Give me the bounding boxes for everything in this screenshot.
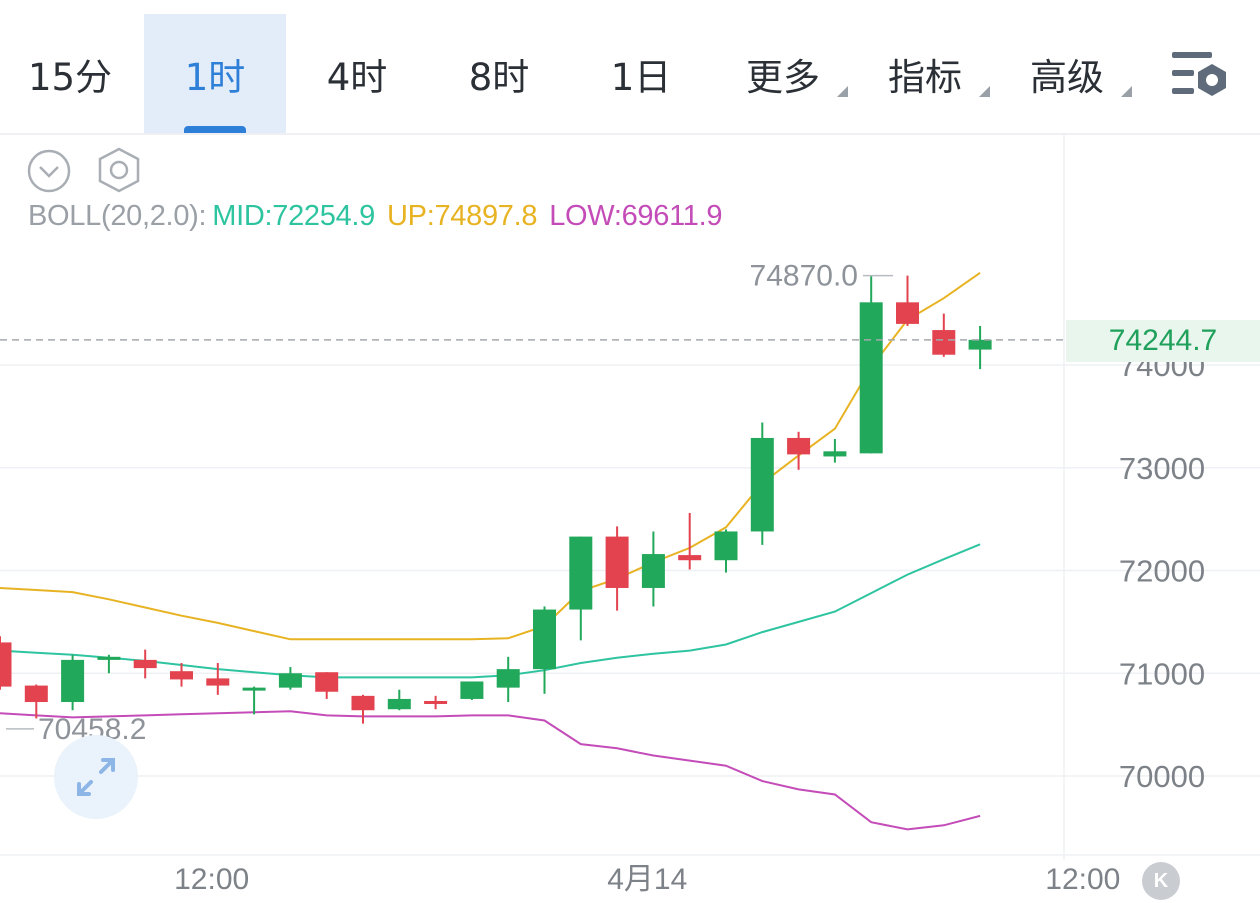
x-axis-tick-label: 12:00 bbox=[1045, 863, 1120, 896]
candle-body bbox=[859, 302, 883, 454]
high-marker-label: 74870.0 bbox=[750, 260, 858, 293]
chevron-down-icon[interactable] bbox=[26, 148, 72, 198]
candle-body bbox=[387, 698, 411, 710]
tab-label: 1时 bbox=[184, 55, 246, 99]
tab-1d[interactable]: 1日 bbox=[570, 14, 712, 133]
dropdown-caret-icon bbox=[979, 86, 990, 97]
dropdown-caret-icon bbox=[1121, 86, 1132, 97]
tab-label: 4时 bbox=[326, 55, 388, 99]
candle-body bbox=[24, 685, 48, 703]
y-axis-tick-label: 73000 bbox=[1119, 451, 1205, 486]
candle-body bbox=[605, 536, 629, 588]
boll-upper-line bbox=[0, 271, 981, 641]
tab-4h[interactable]: 4时 bbox=[286, 14, 428, 133]
candle-body bbox=[351, 695, 375, 711]
candle-body bbox=[206, 678, 230, 686]
indicator-name: BOLL(20,2.0): bbox=[28, 200, 207, 232]
candle-body bbox=[97, 656, 121, 660]
tab-label: 指标 bbox=[888, 55, 962, 99]
k-button[interactable]: K bbox=[1142, 862, 1180, 900]
tab-label: 高级 bbox=[1030, 55, 1104, 99]
candle-body bbox=[932, 330, 956, 355]
candle-body bbox=[496, 669, 520, 688]
y-axis-tick-label: 72000 bbox=[1119, 554, 1205, 589]
expand-icon[interactable] bbox=[54, 735, 138, 819]
x-axis-tick-label: 4月14 bbox=[607, 863, 687, 896]
candle-body bbox=[278, 673, 302, 688]
tabbar-divider bbox=[0, 133, 1260, 135]
candle-body bbox=[678, 555, 702, 561]
candle-body bbox=[315, 672, 339, 692]
x-axis-tick-label: 12:00 bbox=[174, 863, 249, 896]
candle-body bbox=[242, 687, 266, 691]
boll-mid-line bbox=[0, 543, 981, 679]
candle-body bbox=[424, 700, 448, 704]
candle-body bbox=[569, 536, 593, 610]
candle-body bbox=[896, 302, 919, 324]
boll-legend: BOLL(20,2.0): MID:72254.9 UP:74897.8 LOW:69… bbox=[28, 200, 734, 233]
timeframe-tabbar: 15分 1时 4时 8时 1日 更多 指标 高级 bbox=[0, 0, 1260, 133]
tab-indicators[interactable]: 指标 bbox=[854, 14, 996, 133]
active-tab-indicator bbox=[184, 126, 246, 133]
hexagon-settings-icon[interactable] bbox=[96, 146, 142, 198]
candle-body bbox=[714, 531, 738, 561]
dropdown-caret-icon bbox=[837, 86, 848, 97]
candle-body bbox=[641, 554, 665, 588]
tab-label: 8时 bbox=[468, 55, 530, 99]
candle-body bbox=[787, 437, 811, 455]
y-axis-tick-label: 70000 bbox=[1119, 759, 1205, 794]
current-price-tag: 74244.7 bbox=[1066, 320, 1260, 362]
tab-15min[interactable]: 15分 bbox=[0, 14, 140, 133]
candle-body bbox=[968, 339, 992, 350]
tab-label: 1日 bbox=[610, 55, 672, 99]
chart-settings-icon[interactable] bbox=[1170, 48, 1232, 102]
candle-body bbox=[533, 609, 556, 670]
candle-body bbox=[170, 671, 193, 680]
boll-mid-value: MID:72254.9 bbox=[212, 200, 376, 232]
candle-body bbox=[0, 642, 12, 687]
tab-1h[interactable]: 1时 bbox=[144, 14, 286, 133]
y-axis-tick-label: 71000 bbox=[1119, 656, 1205, 691]
tab-more[interactable]: 更多 bbox=[712, 14, 854, 133]
tab-advanced[interactable]: 高级 bbox=[996, 14, 1138, 133]
candle-body bbox=[823, 451, 847, 457]
tab-label: 15分 bbox=[27, 55, 113, 99]
candle-body bbox=[61, 659, 85, 703]
boll-lower-line bbox=[0, 710, 981, 831]
candle-body bbox=[133, 659, 157, 669]
tab-8h[interactable]: 8时 bbox=[428, 14, 570, 133]
candle-body bbox=[750, 437, 774, 532]
boll-low-value: LOW:69611.9 bbox=[549, 200, 723, 232]
boll-up-value: UP:74897.8 bbox=[387, 200, 538, 232]
tab-label: 更多 bbox=[746, 55, 820, 99]
candle-body bbox=[460, 681, 484, 699]
